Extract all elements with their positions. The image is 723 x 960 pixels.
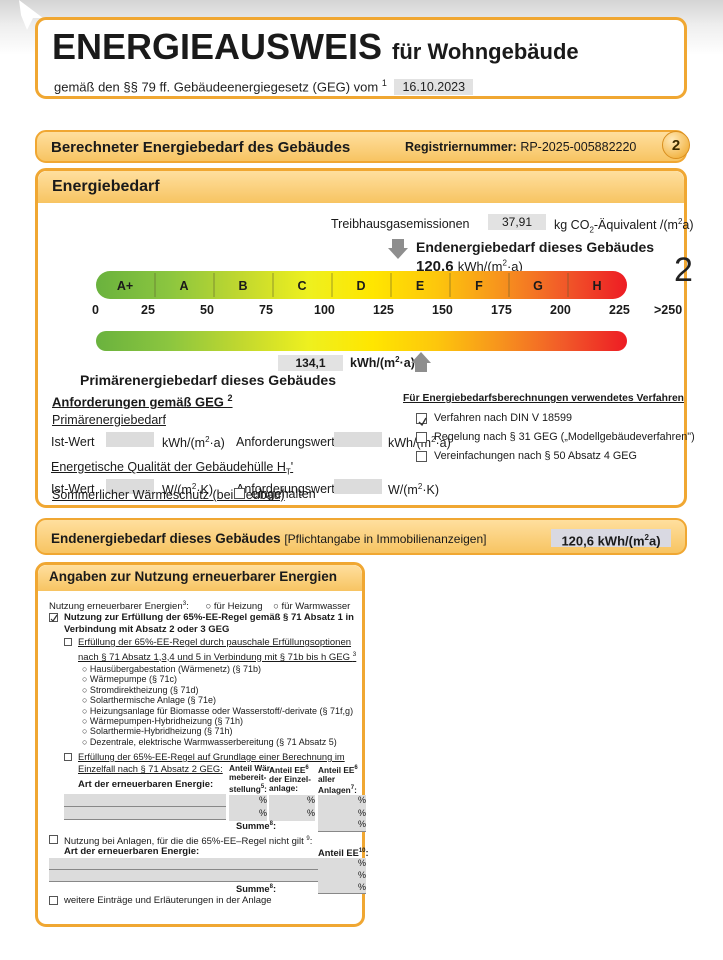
svg-text:G: G [533, 279, 543, 293]
svg-text:H: H [592, 279, 601, 293]
svg-text:A+: A+ [117, 279, 133, 293]
svg-text:C: C [297, 279, 306, 293]
svg-text:B: B [238, 279, 247, 293]
svg-text:A: A [179, 279, 188, 293]
svg-text:E: E [416, 279, 424, 293]
svg-text:D: D [356, 279, 365, 293]
svg-text:F: F [475, 279, 483, 293]
